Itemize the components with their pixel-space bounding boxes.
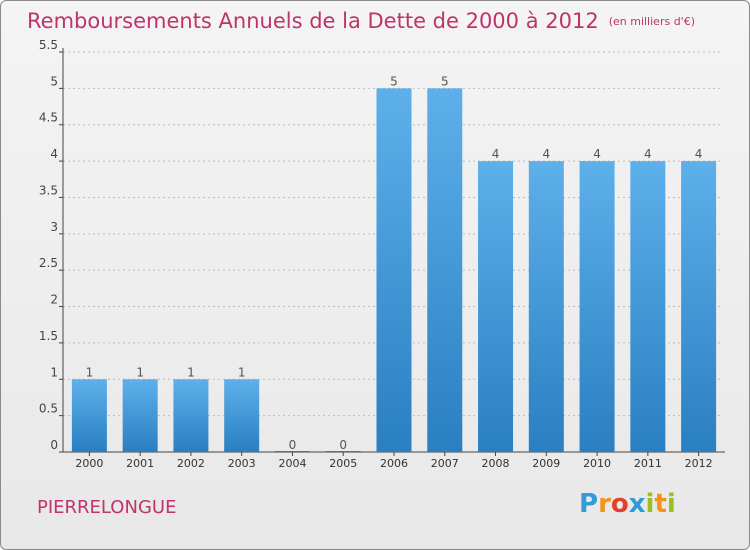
logo-letter: o: [610, 489, 629, 519]
y-tick-label: 5.5: [39, 38, 58, 52]
y-tick-label: 1.5: [39, 329, 58, 343]
y-tick-label: 0: [50, 438, 58, 452]
y-tick-label: 1: [50, 365, 58, 379]
y-tick-label: 2: [50, 293, 58, 307]
bar: [71, 379, 107, 452]
bar: [630, 161, 666, 452]
x-tick-label: 2001: [126, 457, 154, 470]
y-tick-label: 3.5: [39, 183, 58, 197]
bar: [122, 379, 158, 452]
commune-name: PIERRELONGUE: [37, 497, 177, 518]
x-tick-label: 2008: [482, 457, 510, 470]
y-tick-label: 4.5: [39, 111, 58, 125]
logo-letter: r: [598, 489, 611, 519]
y-tick-label: 4: [50, 147, 58, 161]
bar: [376, 88, 412, 452]
bar: [681, 161, 717, 452]
x-tick-label: 2009: [532, 457, 560, 470]
value-label: 4: [492, 147, 500, 161]
value-label: 0: [339, 438, 347, 452]
logo-letter: x: [628, 489, 646, 519]
bar: [528, 161, 564, 452]
logo-letter: i: [645, 489, 655, 519]
logo-letter: i: [666, 489, 676, 519]
logo-letter: t: [654, 489, 667, 519]
y-tick-label: 2.5: [39, 256, 58, 270]
value-label: 4: [644, 147, 652, 161]
x-tick-label: 2012: [685, 457, 713, 470]
value-label: 1: [238, 365, 246, 379]
x-tick-label: 2000: [75, 457, 103, 470]
chart-unit: (en milliers d'€): [608, 15, 695, 28]
x-tick-label: 2002: [177, 457, 205, 470]
y-tick-label: 5: [50, 74, 58, 88]
value-label: 5: [390, 74, 398, 88]
x-tick-label: 2010: [583, 457, 611, 470]
value-label: 1: [136, 365, 144, 379]
value-label: 4: [542, 147, 550, 161]
x-tick-label: 2005: [329, 457, 357, 470]
proxiti-logo: Proxiti: [579, 489, 676, 519]
x-tick-label: 2007: [431, 457, 459, 470]
logo-letter: P: [579, 489, 599, 519]
bar: [427, 88, 463, 452]
bar: [478, 161, 514, 452]
value-label: 0: [289, 438, 297, 452]
value-label: 1: [187, 365, 195, 379]
value-label: 4: [695, 147, 703, 161]
y-tick-label: 0.5: [39, 402, 58, 416]
bar: [579, 161, 615, 452]
x-tick-label: 2004: [278, 457, 306, 470]
chart-title: Remboursements Annuels de la Dette de 20…: [27, 9, 695, 33]
bar: [224, 379, 260, 452]
chart-title-text: Remboursements Annuels de la Dette de 20…: [27, 9, 599, 33]
x-tick-label: 2003: [228, 457, 256, 470]
bar: [173, 379, 209, 452]
value-label: 4: [593, 147, 601, 161]
y-tick-label: 3: [50, 220, 58, 234]
value-label: 1: [86, 365, 94, 379]
value-label: 5: [441, 74, 449, 88]
x-tick-label: 2011: [634, 457, 662, 470]
x-tick-label: 2006: [380, 457, 408, 470]
